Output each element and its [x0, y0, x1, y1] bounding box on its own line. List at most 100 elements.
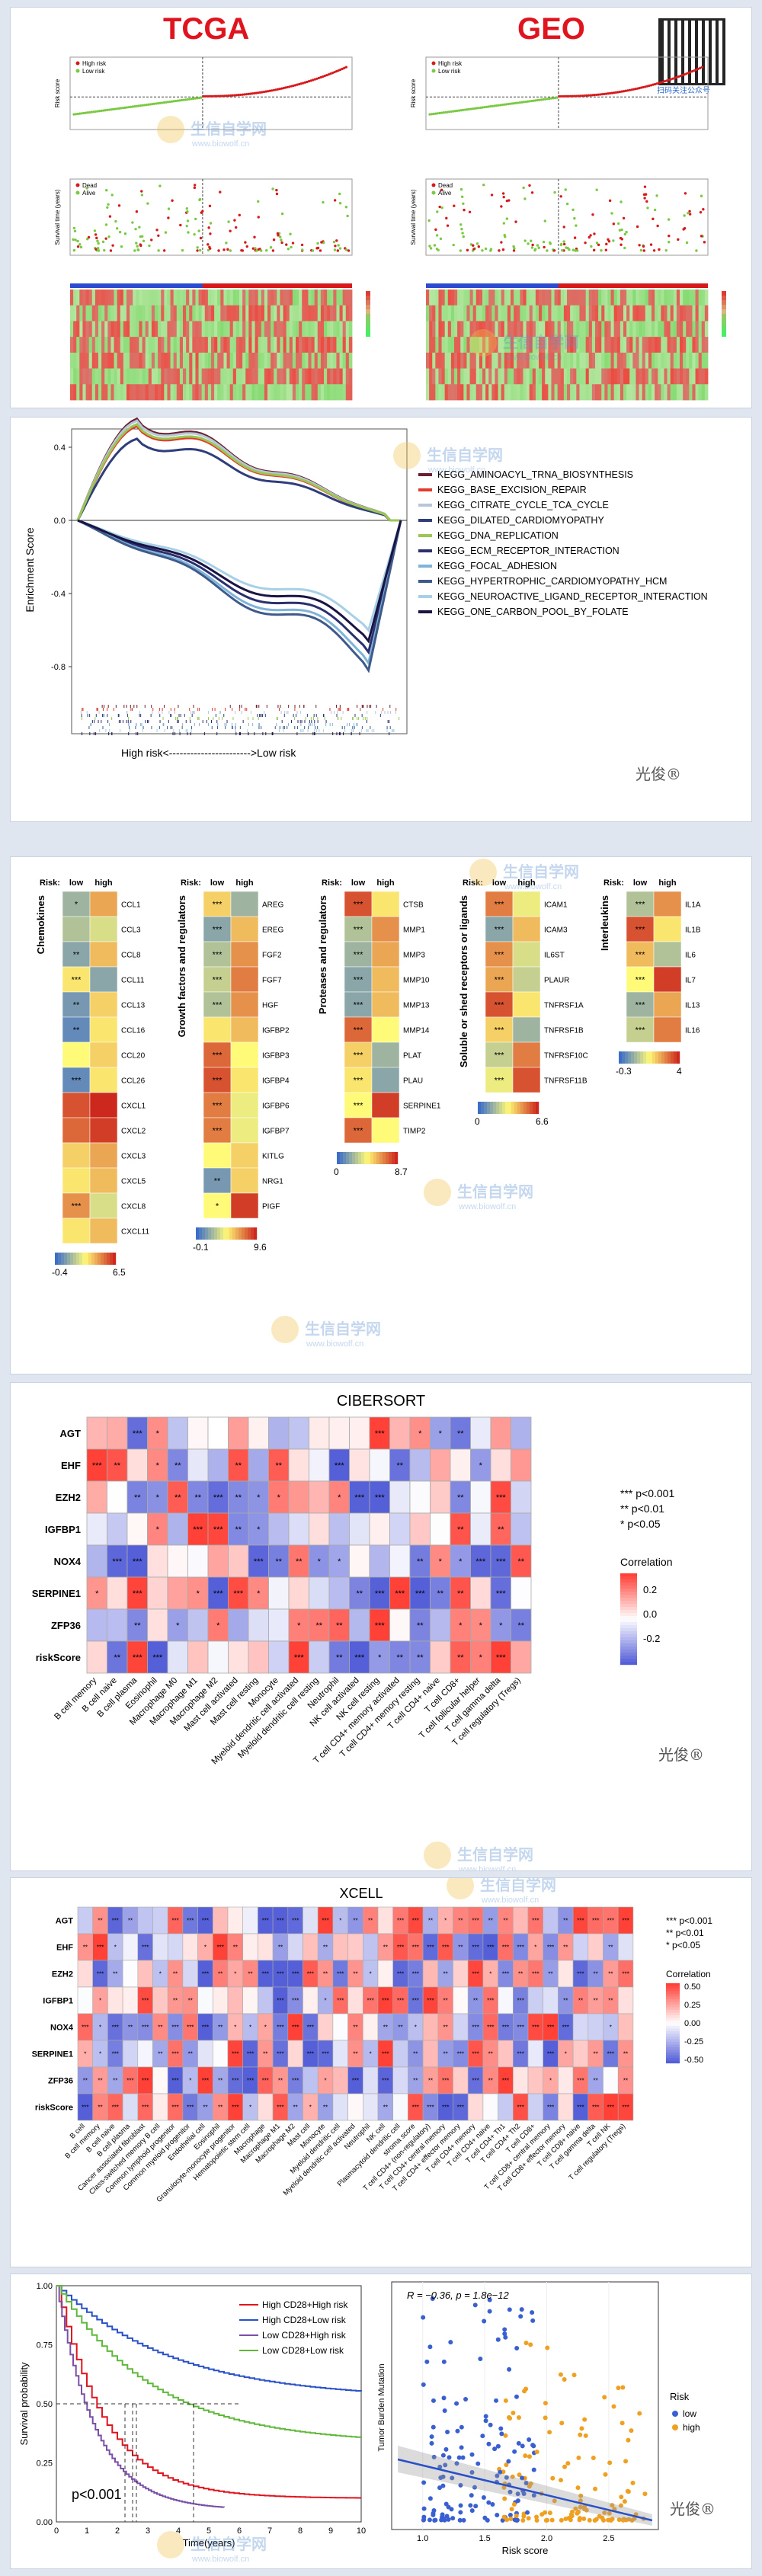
- cyto-gene-label: EREG: [262, 926, 284, 935]
- cyto-cell-low: [485, 1067, 514, 1093]
- geo-heat-cell: [639, 321, 643, 338]
- xcell-sig: **: [443, 2051, 448, 2058]
- scatter-point: [488, 2422, 493, 2427]
- cyto-cell-high: [230, 1167, 259, 1194]
- geo-risk-point: [491, 104, 494, 107]
- scatter-point: [457, 2517, 463, 2523]
- scatter-point: [547, 2510, 552, 2516]
- tcga-heat-cell: [296, 368, 299, 385]
- tcga-heat-cell: [76, 305, 80, 322]
- cibersort-cell: [107, 1608, 128, 1642]
- geo-heat-cell: [495, 290, 498, 306]
- xcell-legend-cell: [666, 2039, 680, 2043]
- tcga-risk-point: [152, 102, 156, 105]
- tcga-heat-cell: [82, 321, 86, 338]
- tcga-heat-cell: [107, 368, 111, 385]
- cibersort-legend-cell: [620, 1634, 637, 1638]
- geo-heat-cell: [601, 290, 605, 306]
- tcga-heat-cell: [204, 321, 209, 338]
- scatter-point: [602, 2395, 607, 2400]
- scatter-legend-dot: [672, 2411, 678, 2417]
- scatter-point: [441, 2395, 447, 2401]
- tcga-risk-point: [80, 112, 83, 115]
- geo-heat-cell: [616, 321, 621, 338]
- tcga-heat-cell: [261, 352, 265, 369]
- geo-heat-cell: [579, 305, 583, 322]
- tcga-heat-cell: [73, 305, 77, 322]
- gsea-signature: 光俊®: [636, 765, 681, 783]
- scatter-point: [498, 2469, 503, 2475]
- geo-heat-cell: [488, 384, 492, 401]
- xcell-sig: ***: [457, 2051, 464, 2058]
- geo-heat-cell: [601, 352, 605, 369]
- cibersort-sig: *: [459, 1621, 463, 1630]
- tcga-heat-cell: [217, 337, 221, 354]
- cyto-gene-label: IGFBP6: [262, 1102, 290, 1111]
- geo-time-point: [536, 244, 539, 247]
- cibersort-cell: [147, 1608, 168, 1642]
- xcell-sig: **: [128, 1918, 133, 1925]
- geo-risk-point: [671, 77, 674, 80]
- scatter-point: [516, 2440, 521, 2446]
- geo-heat-cell: [648, 352, 652, 369]
- tcga-time-point: [157, 249, 160, 252]
- tcga-heat-cell: [186, 305, 190, 322]
- tcga-heat-cell: [217, 384, 221, 401]
- tcga-time-point: [301, 248, 304, 251]
- scatter-point: [577, 2516, 582, 2521]
- xcell-sig: **: [128, 2024, 133, 2031]
- scatter-point: [539, 2512, 545, 2517]
- geo-risk-point: [459, 109, 463, 112]
- scatter-point: [607, 2460, 613, 2466]
- geo-risk-point: [687, 72, 690, 75]
- geo-time-point: [533, 248, 537, 251]
- geo-heat-cell: [517, 305, 520, 322]
- tcga-heat-cell: [239, 290, 243, 306]
- tcga-heat-cell: [126, 352, 130, 369]
- geo-heat-cell: [454, 305, 458, 322]
- cyto-sig: ***: [354, 1001, 364, 1010]
- scatter-point: [610, 2503, 615, 2508]
- geo-heat-cell: [698, 368, 703, 385]
- geo-heat-cell: [498, 352, 502, 369]
- tcga-heat-cell: [235, 305, 240, 322]
- cyto-cell-low: [203, 916, 232, 942]
- geo-heat-cell: [551, 305, 555, 322]
- cibersort-row-label: ZFP36: [51, 1620, 81, 1631]
- cibersort-sig: *: [257, 1525, 261, 1534]
- tcga-legend-high: High risk: [82, 60, 107, 67]
- tcga-heat-cell: [183, 384, 187, 401]
- tcga-heat-cell: [117, 337, 121, 354]
- tcga-heat-cell: [248, 305, 252, 322]
- tcga-time-point: [275, 192, 279, 196]
- xcell-sig: ***: [202, 1918, 209, 1925]
- tcga-heat-cell: [136, 337, 139, 354]
- tcga-risk-point: [290, 85, 293, 88]
- geo-heat-cell: [683, 290, 687, 306]
- cyto-cell-high: [230, 1142, 259, 1169]
- cyto-scale-cell: [104, 1253, 107, 1265]
- watermark-logo-icon: [271, 1316, 299, 1343]
- km-legend-label: Low CD28+Low risk: [262, 2345, 344, 2356]
- geo-time-point: [501, 192, 505, 195]
- geo-heat-cell: [523, 368, 527, 385]
- scatter-point: [521, 2511, 527, 2517]
- geo-risk-point: [436, 112, 439, 115]
- xcell-sig: **: [278, 2078, 283, 2085]
- tcga-time-point: [198, 248, 202, 252]
- xcell-cell: [617, 1933, 634, 1961]
- tcga-heat-cell: [195, 321, 199, 338]
- tcga-heat-cell: [70, 384, 74, 401]
- cibersort-cell: [248, 1416, 269, 1450]
- geo-heat-cell: [626, 368, 630, 385]
- tcga-heat-cell: [324, 352, 328, 369]
- tcga-time-point: [79, 245, 83, 249]
- cyto-sig: ***: [495, 1051, 505, 1061]
- geo-heat-cell: [601, 337, 605, 354]
- xcell-sig: ***: [216, 1944, 223, 1951]
- qr-code-icon: [658, 18, 725, 85]
- cibersort-sig: ***: [415, 1589, 426, 1598]
- tcga-heat-cell: [308, 352, 312, 369]
- tcga-heat-cell: [183, 337, 187, 354]
- cyto-scale-cell: [242, 1227, 245, 1240]
